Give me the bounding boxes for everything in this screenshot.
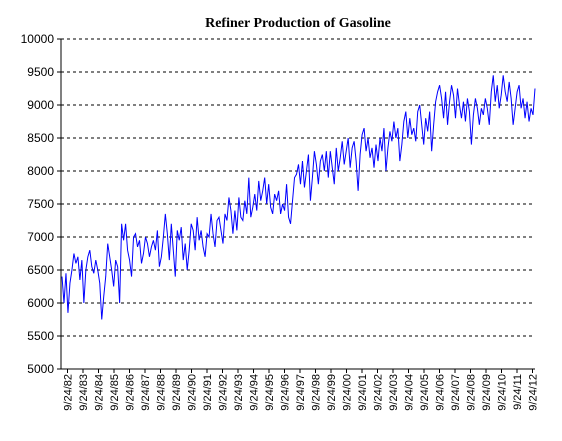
y-tick-label: 7000	[27, 230, 54, 244]
y-tick-label: 6000	[27, 296, 54, 310]
x-tick-label: 9/24/89	[171, 374, 183, 411]
x-tick-label: 9/24/97	[295, 374, 307, 411]
x-tick-label: 9/24/84	[94, 374, 106, 411]
y-tick-label: 10000	[21, 32, 55, 46]
x-tick-label: 9/24/83	[78, 374, 90, 411]
x-tick-label: 9/24/02	[373, 374, 385, 411]
x-tick-label: 9/24/10	[497, 374, 509, 411]
x-tick-label: 9/24/93	[233, 374, 245, 411]
x-tick-label: 9/24/00	[342, 374, 354, 411]
chart-title: Refiner Production of Gasoline	[205, 16, 391, 31]
x-tick-label: 9/24/08	[466, 374, 478, 411]
x-tick-label: 9/24/88	[156, 374, 168, 411]
y-axis-ticks: 5000 5500 6000 6500 7000 7500 8000 8500 9000 9500…	[21, 32, 61, 376]
x-tick-label: 9/24/09	[481, 374, 493, 411]
x-axis-ticks: 9/24/82 9/24/83 9/24/84 9/24/85 9/24/86 9/24/…	[63, 369, 540, 411]
x-tick-label: 9/24/05	[419, 374, 431, 411]
grid-lines	[61, 38, 535, 337]
y-tick-label: 7500	[27, 197, 54, 211]
y-tick-label: 9500	[27, 65, 54, 79]
x-tick-label: 9/24/91	[202, 374, 214, 411]
x-tick-label: 9/24/06	[435, 374, 447, 411]
x-tick-label: 9/24/04	[404, 374, 416, 411]
x-tick-label: 9/24/12	[528, 374, 540, 411]
x-tick-label: 9/24/94	[249, 374, 261, 411]
x-tick-label: 9/24/01	[357, 374, 369, 411]
x-tick-label: 9/24/96	[280, 374, 292, 411]
y-tick-label: 6500	[27, 263, 54, 277]
x-tick-label: 9/24/87	[140, 374, 152, 411]
y-tick-label: 8500	[27, 131, 54, 145]
x-tick-label: 9/24/03	[388, 374, 400, 411]
x-tick-label: 9/24/95	[264, 374, 276, 411]
x-tick-label: 9/24/85	[109, 374, 121, 411]
y-tick-label: 9000	[27, 98, 54, 112]
x-tick-label: 9/24/98	[311, 374, 323, 411]
y-tick-label: 5500	[27, 329, 54, 343]
x-tick-label: 9/24/07	[450, 374, 462, 411]
x-tick-label: 9/24/92	[218, 374, 230, 411]
x-tick-label: 9/24/90	[187, 374, 199, 411]
x-tick-label: 9/24/82	[63, 374, 75, 411]
x-tick-label: 9/24/11	[512, 374, 524, 410]
x-tick-label: 9/24/99	[326, 374, 338, 411]
series-line	[61, 75, 536, 320]
y-tick-label: 8000	[27, 164, 54, 178]
y-tick-label: 5000	[27, 362, 54, 376]
x-tick-label: 9/24/86	[125, 374, 137, 411]
